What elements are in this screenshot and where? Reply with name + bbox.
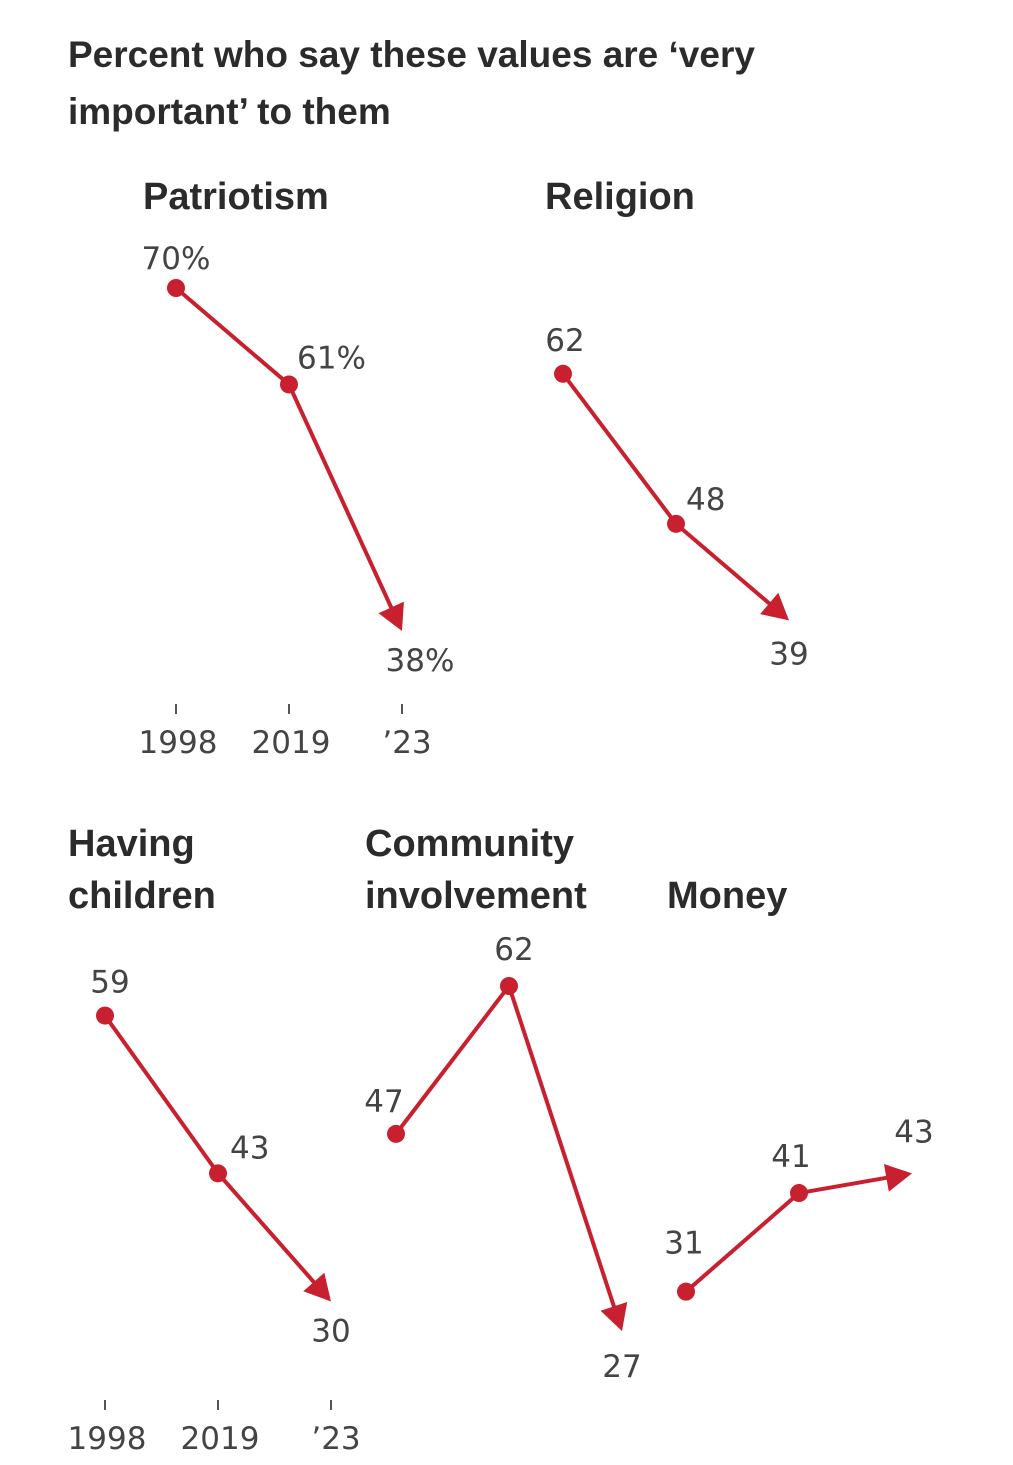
arrowhead-marker [760, 592, 789, 621]
data-label: 27 [602, 1349, 641, 1385]
x-tick-label: 2019 [181, 1421, 260, 1457]
panel-title: Religion [545, 176, 695, 218]
series-line [394, 984, 616, 1309]
data-point [554, 364, 572, 383]
panel-title: children [68, 875, 216, 917]
data-label: 62 [545, 323, 584, 359]
data-label: 62 [494, 932, 533, 968]
series-line [561, 371, 772, 606]
arrowhead-marker [883, 1164, 912, 1192]
arrowhead-marker [378, 601, 404, 632]
data-label: 70% [142, 241, 211, 277]
data-label: 41 [771, 1139, 810, 1175]
data-label: 47 [364, 1084, 403, 1120]
data-label: 59 [90, 965, 129, 1001]
panel-title: Money [667, 875, 787, 917]
x-tick-label: ’23 [382, 725, 431, 761]
panel-title: Patriotism [143, 176, 329, 218]
data-label: 61% [297, 340, 366, 376]
data-point [790, 1184, 808, 1203]
chart-title: Percent who say these values are ‘very i… [68, 34, 755, 132]
series-line [103, 1013, 316, 1285]
series-line [174, 286, 394, 610]
data-label: 48 [686, 482, 725, 518]
x-tick-label: 1998 [139, 725, 218, 761]
data-label: 43 [230, 1130, 269, 1166]
data-point [167, 279, 185, 297]
x-tick-label: 2019 [252, 725, 331, 761]
series-line [684, 1175, 889, 1294]
arrowhead-marker [600, 1302, 628, 1332]
data-point [667, 514, 685, 533]
data-label: 31 [664, 1226, 703, 1262]
data-point [677, 1282, 695, 1301]
data-point [500, 977, 518, 995]
data-point [96, 1006, 114, 1025]
panel-title: Having [68, 823, 195, 865]
panel-title: Community [365, 823, 574, 865]
data-label: 38% [386, 643, 455, 679]
data-point [280, 375, 298, 394]
data-point [387, 1124, 405, 1143]
x-tick-label: 1998 [68, 1421, 147, 1457]
panel-title: involvement [365, 875, 587, 917]
data-label: 43 [894, 1114, 933, 1150]
x-tick-label: ’23 [311, 1421, 360, 1457]
arrowhead-marker [303, 1272, 331, 1302]
data-label: 30 [311, 1314, 350, 1350]
data-label: 39 [769, 636, 808, 672]
data-point [209, 1164, 227, 1183]
